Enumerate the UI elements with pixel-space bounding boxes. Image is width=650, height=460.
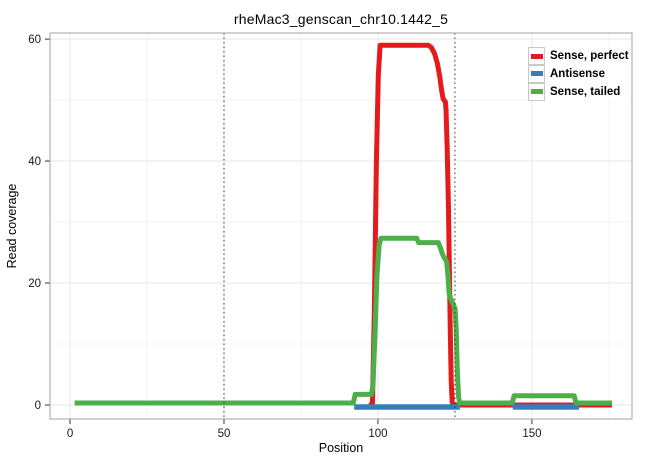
green-line-swatch-icon (530, 89, 543, 94)
legend-item-sense-tailed: Sense, tailed (528, 82, 629, 101)
legend-label: Sense, perfect (550, 50, 629, 62)
legend: Sense, perfect Antisense Sense, tailed (528, 47, 629, 101)
panel-border (49, 32, 633, 420)
legend-item-sense-perfect: Sense, perfect (528, 47, 629, 65)
y-axis-title: Read coverage (5, 183, 19, 269)
legend-key-box (528, 64, 545, 83)
x-axis-title: Position (318, 441, 364, 455)
x-tick-label: 150 (522, 428, 541, 440)
legend-label: Sense, tailed (550, 86, 621, 98)
legend-key-box (528, 47, 545, 65)
legend-item-antisense: Antisense (528, 64, 629, 83)
legend-label: Antisense (550, 68, 605, 80)
x-tick-label: 50 (218, 428, 231, 440)
legend-key-box (528, 82, 545, 101)
red-line-swatch-icon (530, 53, 543, 59)
series-line-sense-perfect (368, 42, 612, 408)
y-tick-label: 40 (28, 156, 41, 168)
y-tick-label: 20 (28, 278, 41, 290)
y-tick-label: 60 (28, 34, 41, 46)
series-line-sense-tailed (74, 235, 612, 406)
chart-title: rheMac3_genscan_chr10.1442_5 (233, 11, 449, 27)
x-tick-label: 0 (67, 428, 73, 440)
x-tick-label: 100 (368, 428, 387, 440)
blue-line-swatch-icon (530, 71, 543, 76)
y-tick-label: 0 (35, 400, 41, 412)
